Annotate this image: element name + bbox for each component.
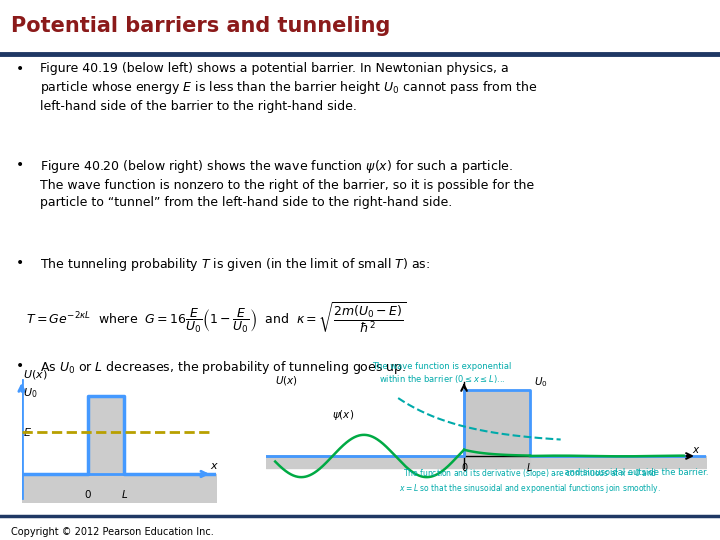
Text: $x$: $x$	[693, 446, 701, 455]
Text: $L$: $L$	[526, 461, 534, 473]
Text: The function and its derivative (slope) are continuous at $x = 0$ and
$x = L$ so: The function and its derivative (slope) …	[399, 467, 661, 495]
Text: $E$: $E$	[24, 426, 32, 438]
Text: Figure 40.20 (below right) shows the wave function $\psi(x)$ for such a particle: Figure 40.20 (below right) shows the wav…	[40, 158, 534, 209]
Text: $L$: $L$	[121, 489, 128, 501]
Text: •: •	[16, 158, 24, 172]
Text: $U_0$: $U_0$	[534, 375, 548, 389]
Text: $T = Ge^{-2\kappa L}$  where  $G = 16\dfrac{E}{U_0}\left(1 - \dfrac{E}{U_0}\righ: $T = Ge^{-2\kappa L}$ where $G = 16\dfra…	[26, 301, 406, 336]
Text: Figure 40.19 (below left) shows a potential barrier. In Newtonian physics, a
par: Figure 40.19 (below left) shows a potent…	[40, 62, 537, 113]
Text: The tunneling probability $T$ is given (in the limit of small $T$) as:: The tunneling probability $T$ is given (…	[40, 256, 430, 273]
Text: Potential barriers and tunneling: Potential barriers and tunneling	[11, 16, 390, 36]
Text: Copyright © 2012 Pearson Education Inc.: Copyright © 2012 Pearson Education Inc.	[11, 527, 214, 537]
Text: 0: 0	[461, 463, 467, 473]
Text: $U_0$: $U_0$	[24, 387, 38, 400]
Text: •: •	[16, 359, 24, 373]
Text: •: •	[16, 62, 24, 76]
Text: $U(x)$: $U(x)$	[275, 374, 298, 387]
Text: •: •	[16, 256, 24, 270]
Text: $x$: $x$	[210, 461, 220, 471]
Text: $U(x)$: $U(x)$	[24, 368, 48, 381]
Text: $\psi(x)$: $\psi(x)$	[332, 408, 354, 422]
Text: The wave function is exponential
within the barrier $(0 \leq x \leq L)$...: The wave function is exponential within …	[372, 362, 512, 385]
Text: As $U_0$ or $L$ decreases, the probability of tunneling goes up.: As $U_0$ or $L$ decreases, the probabili…	[40, 359, 406, 376]
Text: ... and sinusoidal outside the barrier.: ... and sinusoidal outside the barrier.	[554, 468, 708, 476]
Text: 0: 0	[84, 490, 91, 501]
